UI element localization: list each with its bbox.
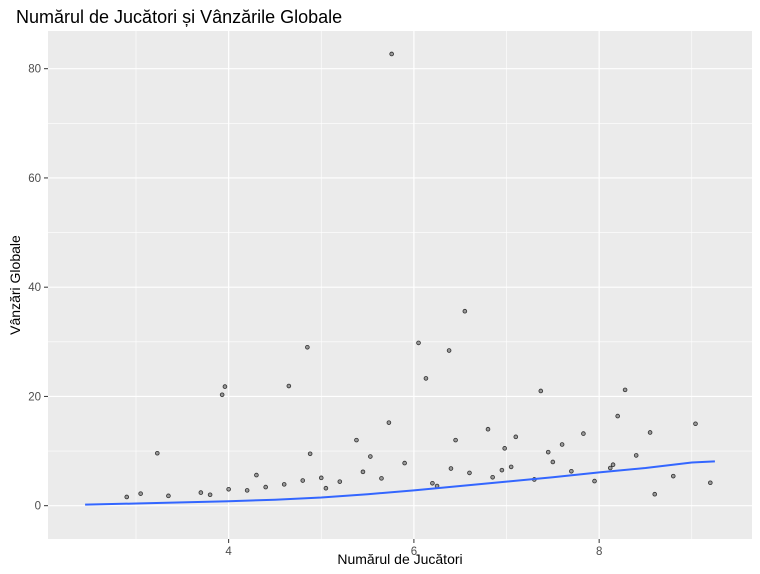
data-point [569,468,574,474]
data-point [453,437,458,443]
data-point [263,484,268,490]
data-point [448,466,454,471]
y-tick-label: 40 [28,282,41,294]
data-point [155,450,160,456]
data-point [670,473,676,479]
data-point [499,467,505,473]
data-point [389,51,394,57]
data-point [622,387,628,393]
data-point [652,491,658,497]
data-point [254,472,259,478]
x-tick-label: 8 [596,546,602,558]
plot-panel [48,31,752,539]
chart-title: Numărul de Jucători și Vânzările Globale [16,7,342,27]
data-point [615,413,620,419]
y-tick-label: 80 [28,64,41,76]
data-point [592,478,597,484]
y-tick-label: 20 [28,391,41,403]
data-point [416,340,421,346]
data-point [318,475,324,481]
data-point [508,464,514,470]
data-point [446,348,452,353]
data-point [207,492,213,498]
data-point [423,376,429,381]
data-point [300,478,306,483]
data-point [124,494,130,500]
trend-line-group [85,460,715,506]
data-point [467,470,472,476]
data-point [550,459,556,465]
data-point [226,486,231,492]
data-point [386,420,392,425]
data-points [124,51,713,500]
y-tick-label: 0 [35,501,41,513]
data-point [281,482,287,487]
data-point [198,490,204,495]
data-point [502,446,507,451]
data-point [581,431,586,436]
data-point [647,430,653,435]
y-tick-label: 60 [28,173,41,185]
x-tick-label: 4 [225,546,232,558]
data-point [354,437,359,443]
x-tick-label: 6 [411,546,417,558]
data-point [490,474,495,480]
data-point [610,462,616,468]
data-point [538,388,544,394]
data-point [379,476,384,481]
data-point [633,453,639,458]
data-point [307,451,313,457]
data-point [368,454,373,459]
data-point [545,449,551,455]
grid-lines [48,31,752,539]
data-point [360,469,366,475]
data-point [513,434,519,440]
data-point [559,442,565,447]
data-point [286,383,292,389]
x-axis-title: Numărul de Jucători [337,551,462,567]
data-point [222,384,228,389]
data-point [402,460,407,466]
data-point [138,491,143,496]
data-point [337,479,343,484]
data-point [485,426,491,432]
data-point [166,493,171,499]
data-point [430,480,435,486]
data-point [305,344,310,350]
data-point [708,480,713,486]
data-point [323,485,329,491]
data-point [607,465,613,471]
data-point [693,421,698,427]
data-point [219,392,225,398]
trend-line [85,460,715,506]
y-axis-title: Vânzări Globale [7,235,23,335]
data-point [244,488,250,493]
data-point [462,308,468,314]
